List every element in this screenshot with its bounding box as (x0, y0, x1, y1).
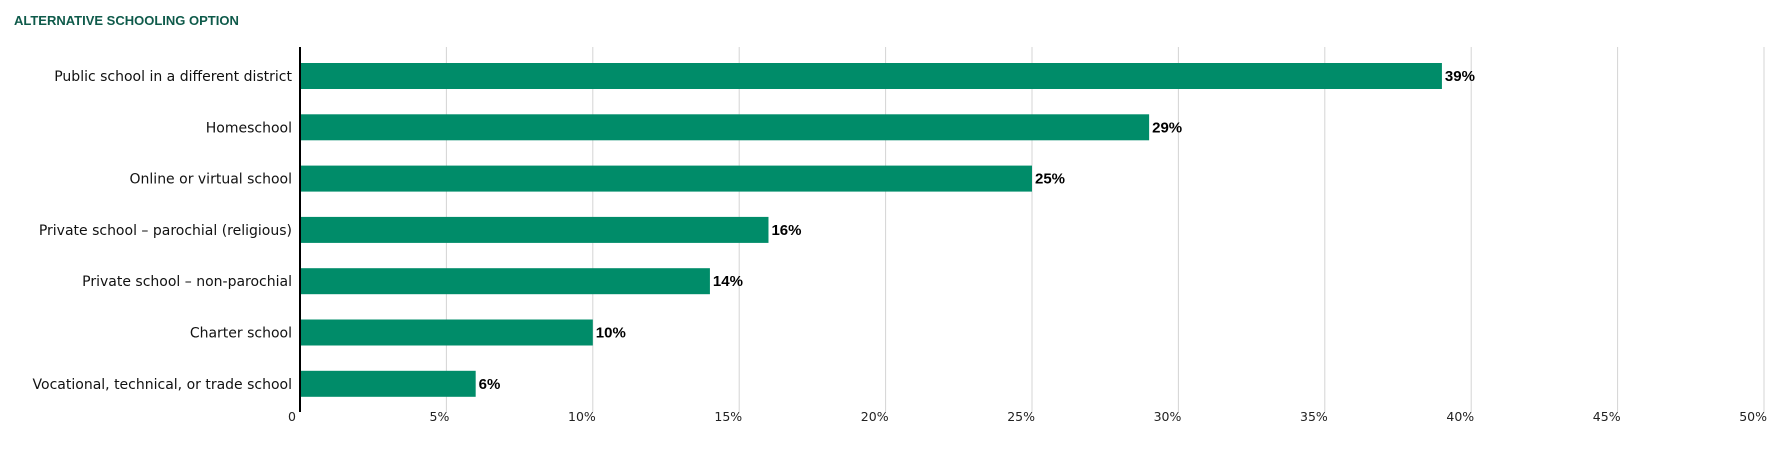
bar (300, 319, 593, 346)
value-label: 16% (771, 222, 801, 239)
bar (300, 370, 476, 397)
chart-title: ALTERNATIVE SCHOOLING OPTION (14, 13, 239, 28)
x-tick-label: 45% (1593, 409, 1621, 424)
value-label: 39% (1445, 68, 1475, 85)
x-tick-label: 5% (430, 409, 450, 424)
x-tick-label: 15% (714, 409, 742, 424)
category-label: Public school in a different district (54, 69, 292, 85)
x-tick-label: 30% (1154, 409, 1182, 424)
x-tick-label: 40% (1446, 409, 1474, 424)
value-label: 29% (1152, 119, 1182, 136)
category-label: Private school – parochial (religious) (39, 223, 292, 239)
category-label: Homeschool (206, 120, 292, 136)
x-tick-label: 0 (288, 409, 296, 424)
labels: 0 5% 10% 15% 20% 25% 30% 35% 40% 45% 50% Public sch… (33, 68, 1768, 424)
x-tick-label: 50% (1739, 409, 1767, 424)
bar (300, 268, 710, 295)
value-label: 14% (713, 273, 743, 290)
category-label: Online or virtual school (130, 172, 292, 188)
bar (300, 165, 1032, 192)
x-tick-label: 35% (1300, 409, 1328, 424)
value-label: 25% (1035, 171, 1065, 188)
bar (300, 114, 1150, 141)
x-tick-label: 20% (861, 409, 889, 424)
bar (300, 216, 769, 243)
value-label: 10% (596, 325, 626, 342)
bars (300, 63, 1442, 397)
category-label: Charter school (190, 326, 292, 342)
category-label: Private school – non-parochial (82, 274, 292, 290)
x-tick-label: 25% (1007, 409, 1035, 424)
bar (300, 63, 1442, 89)
category-label: Vocational, technical, or trade school (33, 377, 292, 393)
x-tick-label: 10% (568, 409, 596, 424)
value-label: 6% (479, 376, 501, 393)
